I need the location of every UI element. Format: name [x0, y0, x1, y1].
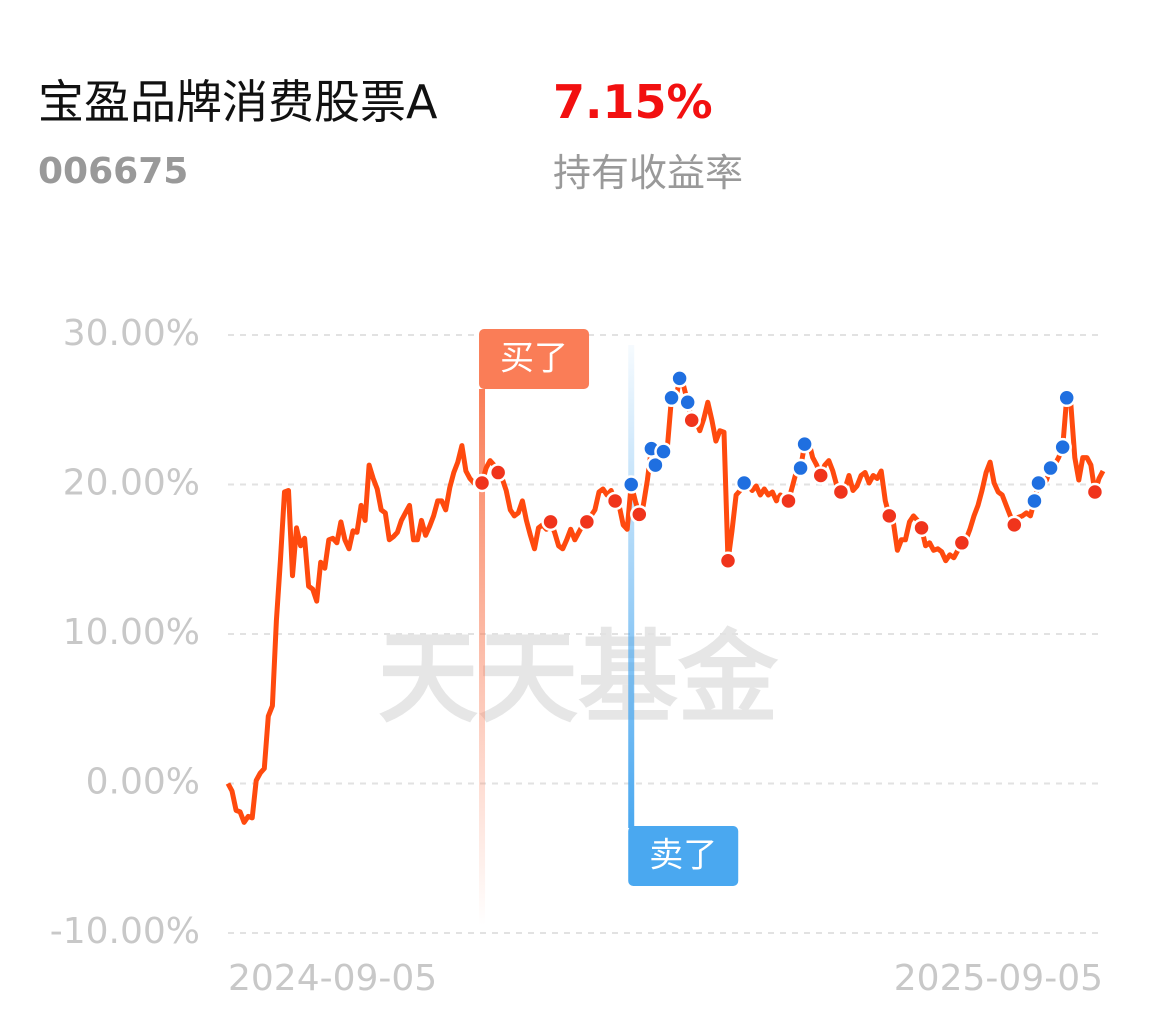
buy-marks-dot [605, 491, 625, 511]
sell-marks-dot [1057, 388, 1076, 408]
buy-marks-dot [811, 466, 830, 485]
sell_marks-label-box [628, 826, 739, 886]
sell-marks-dot [791, 458, 810, 478]
buy-marks-dot [1085, 482, 1105, 502]
buy-marks-dot [912, 518, 931, 538]
buy-marks-dot [1005, 515, 1024, 535]
sell-marks-dot [621, 475, 641, 494]
buy-marks-dot [682, 410, 701, 430]
buy-marks-dot [831, 482, 851, 502]
x-tick-label: 2025-09-05 [894, 958, 1103, 999]
y-tick-label: 10.00% [63, 612, 200, 653]
sell-marks-dot [1025, 491, 1044, 511]
sell-marks-dot [1053, 437, 1072, 457]
buy_marks-guide [479, 389, 486, 925]
sell-marks-dot [662, 388, 681, 408]
y-tick-label: 20.00% [63, 463, 200, 504]
buy-marks-dot [630, 505, 649, 524]
buy-marks-dot [472, 473, 492, 493]
return-label: 持有收益率 [553, 151, 743, 195]
return-value: 7.15% [553, 75, 713, 129]
buy_marks-label: 买了 [500, 339, 568, 379]
sell_marks-label: 卖了 [649, 836, 717, 876]
fund-code: 006675 [38, 151, 188, 192]
sell-marks-dot [795, 434, 814, 454]
sell-marks-dot [654, 442, 673, 461]
sell-marks-dot [678, 393, 697, 412]
buy-marks-dot [718, 551, 738, 570]
sell-marks-dot [670, 369, 689, 388]
buy-marks-dot [880, 506, 899, 526]
y-tick-label: -10.00% [50, 911, 200, 952]
y-tick-label: 0.00% [86, 762, 200, 803]
buy_marks-label-box [479, 329, 590, 389]
sell-marks-dot [734, 473, 754, 493]
watermark: 天天基金 [378, 619, 779, 736]
x-tick-label: 2024-09-05 [228, 958, 437, 999]
sell-marks-dot [1029, 473, 1048, 493]
buy-marks-dot [577, 512, 597, 532]
sell-marks-dot [646, 455, 665, 475]
buy-marks-dot [488, 463, 508, 482]
buy-marks-dot [779, 491, 798, 511]
sell_marks-guide [628, 345, 635, 828]
sell-marks-dot [1041, 458, 1060, 478]
y-tick-label: 30.00% [63, 313, 200, 354]
buy-marks-dot [541, 512, 560, 532]
buy-marks-dot [952, 533, 972, 553]
fund-name: 宝盈品牌消费股票A [38, 75, 438, 129]
